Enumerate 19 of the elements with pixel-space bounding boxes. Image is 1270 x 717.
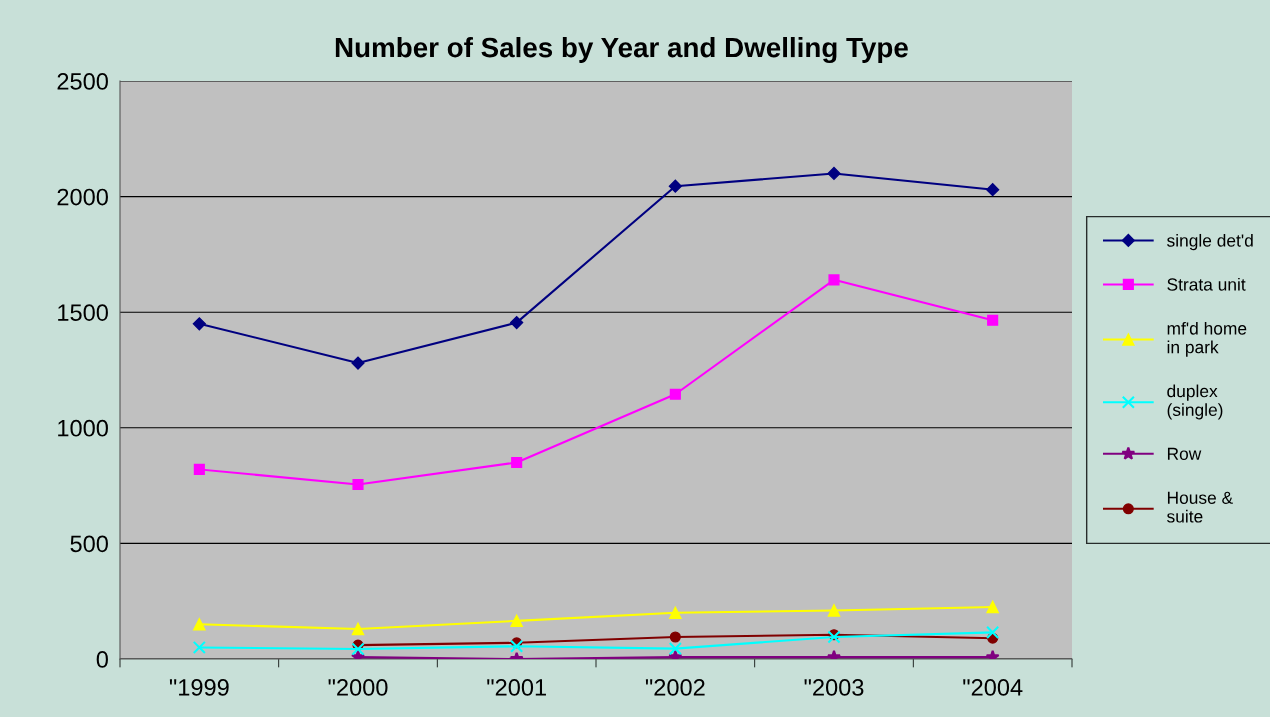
x-tick-label: "2001 (487, 679, 546, 696)
legend-label: Row (1167, 447, 1202, 460)
x-tick-label: "2003 (804, 679, 864, 696)
y-tick-label: 1500 (58, 304, 108, 321)
y-tick-label: 2500 (57, 73, 108, 90)
x-tick-label: "2002 (645, 679, 705, 696)
x-tick-label: "1999 (169, 679, 229, 696)
chart-title: Number of Sales by Year and Dwelling Type (335, 36, 908, 64)
y-tick-label: 2000 (57, 188, 108, 206)
y-tick-label: 500 (70, 535, 108, 553)
legend-label: mf'd home in park (1167, 321, 1247, 357)
x-tick-label: "2000 (328, 679, 388, 696)
legend-label: duplex (single) (1167, 384, 1223, 420)
legend-label: House & suite (1167, 491, 1233, 523)
legend-label: Strata unit (1167, 277, 1246, 291)
y-tick-label: 0 (96, 651, 108, 668)
y-tick-label: 1000 (58, 419, 108, 437)
legend-label: single det'd (1167, 233, 1253, 251)
x-tick-label: "2004 (963, 679, 1023, 696)
